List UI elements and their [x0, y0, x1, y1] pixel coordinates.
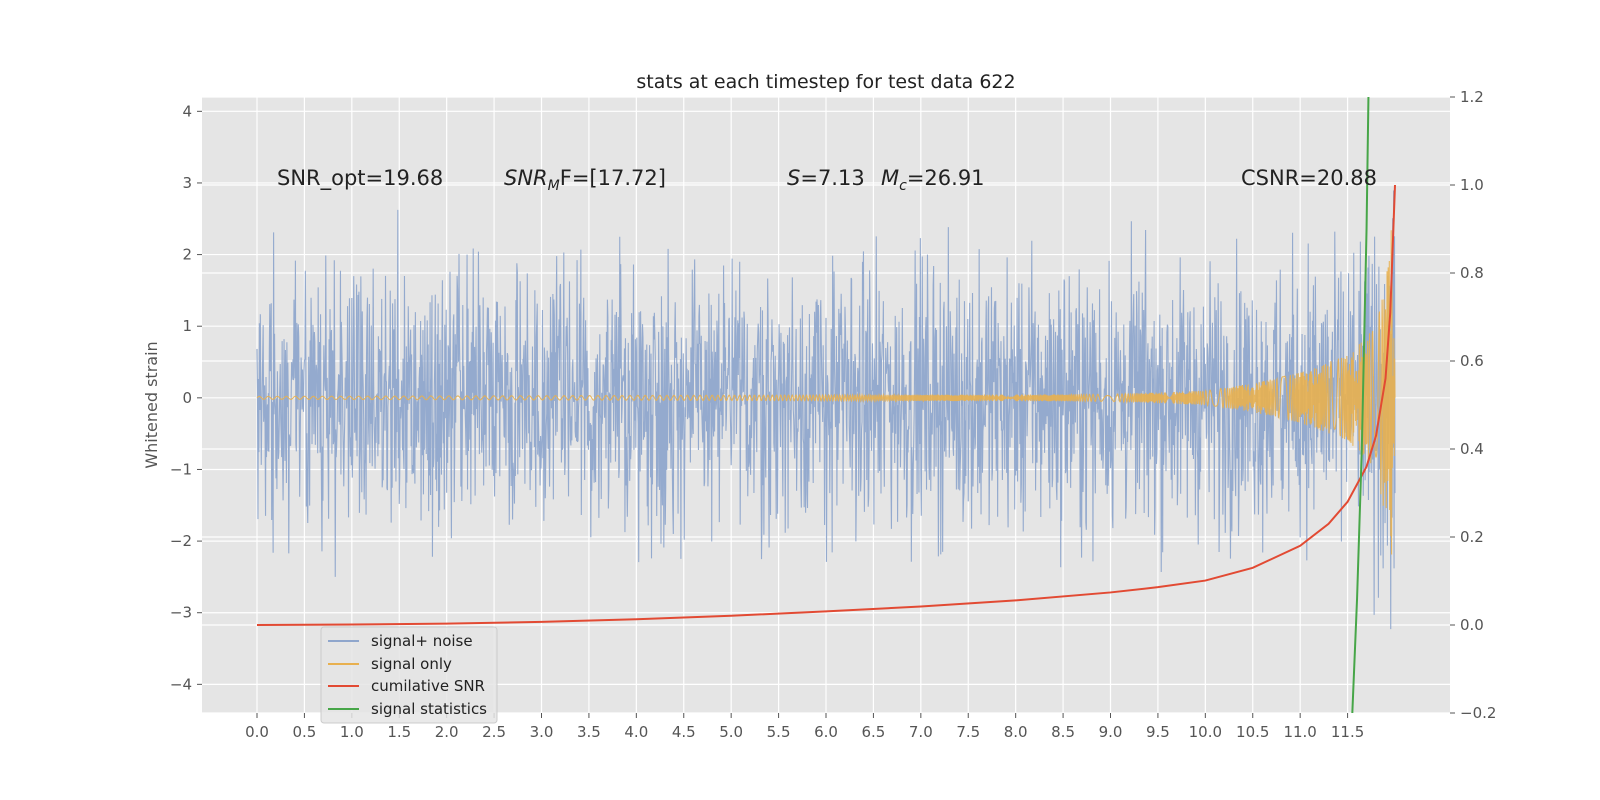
x-tick-label: 5.0 — [719, 723, 743, 741]
legend-label-signal-only: signal only — [371, 655, 452, 673]
annotation-snr-mf-rest: F=[17.72] — [560, 166, 666, 190]
legend-box — [320, 626, 498, 724]
x-tick-label: 2.5 — [482, 723, 506, 741]
x-tick-label: 8.0 — [1004, 723, 1028, 741]
annotation-s-value: =7.13 — [800, 166, 864, 190]
y-tick-label: 4 — [182, 102, 192, 120]
x-tick-label: 0.0 — [245, 723, 269, 741]
x-tick-label: 11.0 — [1283, 723, 1316, 741]
y-tick-label: 3 — [182, 174, 192, 192]
annotation-mc-value: =26.91 — [907, 166, 985, 190]
y-tick-label: −2 — [170, 532, 192, 550]
series-cumulative-snr-line — [256, 184, 1396, 626]
ticks: 0.0 0.5 1.0 1.5 2.0 2.5 3.0 3.5 4.0 4.5 5.0 5.5 6.0 6… — [170, 88, 1497, 741]
x-tick-label: 4.0 — [624, 723, 648, 741]
series-signal-statistics-line — [1351, 96, 1370, 714]
x-tick-label: 10.5 — [1236, 723, 1269, 741]
x-tick-label: 1.0 — [340, 723, 364, 741]
y-axis-label: Whitened strain — [142, 341, 161, 468]
chart-title: stats at each timestep for test data 622 — [636, 71, 1015, 93]
legend-label-signal-statistics: signal statistics — [371, 700, 487, 718]
annotation-snr-mf: SNRMF=[17.72] — [504, 166, 666, 194]
series-signal-only-line — [256, 230, 1396, 555]
y2-tick-label: 0.8 — [1460, 264, 1484, 282]
x-tick-label: 2.0 — [435, 723, 459, 741]
series-layer — [256, 96, 1396, 714]
x-tick-label: 1.5 — [387, 723, 411, 741]
y-tick-label: 0 — [182, 389, 192, 407]
y-tick-label: −3 — [170, 604, 192, 622]
annotation-csnr: CSNR=20.88 — [1241, 166, 1377, 190]
annotation-snr-opt: SNR_opt=19.68 — [277, 166, 443, 191]
x-tick-label: 3.5 — [577, 723, 601, 741]
x-tick-label: 4.5 — [672, 723, 696, 741]
annotation-s: S=7.13 — [787, 166, 865, 190]
y2-tick-label: 1.2 — [1460, 88, 1484, 106]
y2-tick-label: 1.0 — [1460, 176, 1484, 194]
series-signal-noise-line — [256, 190, 1396, 630]
annotation-snr-mf-main: SNR — [504, 166, 548, 190]
annotation-snr-mf-sub: M — [548, 178, 560, 194]
x-tick-label: 7.5 — [956, 723, 980, 741]
annotation-mc: Mc=26.91 — [881, 166, 985, 194]
y2-tick-label: 0.2 — [1460, 528, 1484, 546]
legend: signal+ noise signal only cumilative SNR… — [320, 626, 498, 724]
y-tick-label: 1 — [182, 317, 192, 335]
annotation-s-label: S — [787, 166, 800, 190]
x-tick-label: 11.5 — [1331, 723, 1364, 741]
x-tick-label: 5.5 — [767, 723, 791, 741]
annotation-mc-sub: c — [899, 178, 907, 194]
annotation-mc-label: M — [881, 166, 899, 190]
x-tick-label: 10.0 — [1189, 723, 1222, 741]
x-tick-label: 3.0 — [530, 723, 554, 741]
y2-tick-label: 0.0 — [1460, 616, 1484, 634]
x-tick-label: 9.5 — [1146, 723, 1170, 741]
legend-label-cumulative-snr: cumilative SNR — [371, 677, 485, 695]
y-tick-label: 2 — [182, 246, 192, 264]
x-tick-label: 8.5 — [1051, 723, 1075, 741]
legend-label-signal-noise: signal+ noise — [371, 632, 473, 650]
y-tick-label: −4 — [170, 675, 192, 693]
y-tick-label: −1 — [170, 460, 192, 478]
x-tick-label: 6.0 — [814, 723, 838, 741]
y2-tick-label: −0.2 — [1460, 704, 1496, 722]
x-tick-label: 6.5 — [861, 723, 885, 741]
x-tick-label: 7.0 — [909, 723, 933, 741]
y2-tick-label: 0.4 — [1460, 440, 1484, 458]
y2-tick-label: 0.6 — [1460, 352, 1484, 370]
x-tick-label: 9.0 — [1099, 723, 1123, 741]
x-tick-label: 0.5 — [292, 723, 316, 741]
